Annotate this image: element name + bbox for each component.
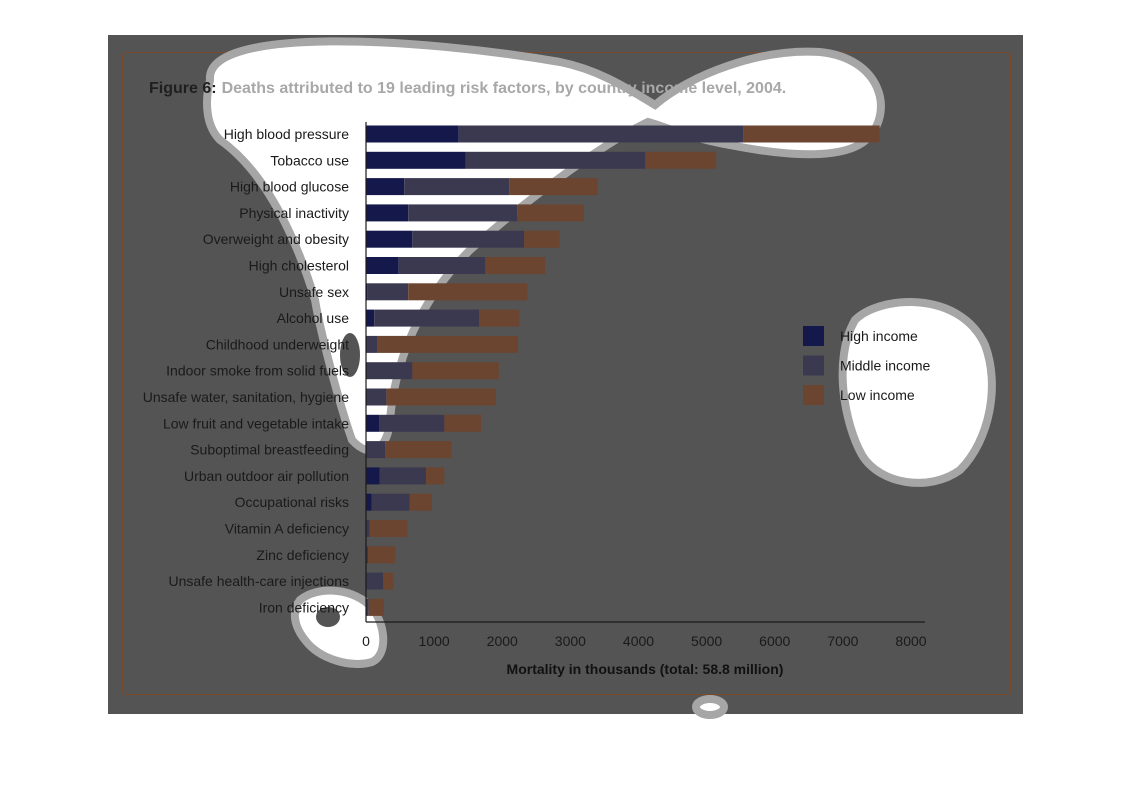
bar-high-income bbox=[366, 125, 459, 143]
bar-low-income bbox=[479, 309, 520, 327]
chart-title: Figure 6: Deaths attributed to 19 leading… bbox=[149, 80, 786, 97]
bar-middle-income bbox=[465, 151, 646, 169]
bar-middle-income bbox=[398, 257, 486, 274]
category-label: Unsafe health-care injections bbox=[168, 573, 349, 589]
bar-high-income bbox=[366, 230, 413, 248]
bars bbox=[366, 125, 880, 616]
inner-hole-2 bbox=[316, 607, 340, 627]
x-tick-label: 1000 bbox=[419, 633, 450, 649]
bar-low-income bbox=[524, 230, 560, 248]
bar-high-income bbox=[366, 178, 405, 196]
x-tick-label: 6000 bbox=[759, 633, 790, 649]
bar-low-income bbox=[368, 546, 396, 564]
bar-high-income bbox=[366, 204, 409, 222]
category-label: High cholesterol bbox=[249, 258, 349, 274]
category-labels: High blood pressure Tobacco use High blood… bbox=[143, 126, 349, 615]
x-tick-label: 4000 bbox=[623, 633, 654, 649]
bar-middle-income bbox=[379, 414, 445, 432]
bar-middle-income bbox=[366, 388, 387, 406]
inner-hole-1 bbox=[340, 333, 360, 377]
category-label: Suboptimal breastfeeding bbox=[190, 442, 349, 458]
bar-low-income bbox=[383, 572, 394, 590]
axis-origin-blob bbox=[290, 586, 388, 668]
bar-low-income bbox=[645, 151, 717, 169]
bar-middle-income bbox=[366, 546, 369, 564]
x-tick-labels: 0 1000 2000 3000 4000 5000 6000 7000 8000 bbox=[362, 633, 927, 649]
bar-low-income bbox=[412, 362, 499, 380]
bar-middle-income bbox=[458, 125, 744, 143]
x-tick-label: 7000 bbox=[827, 633, 858, 649]
legend-highlight-blob bbox=[838, 298, 996, 487]
bar-middle-income bbox=[412, 230, 525, 248]
category-label: Zinc deficiency bbox=[256, 547, 349, 563]
bar-high-income bbox=[366, 257, 399, 274]
category-label: Alcohol use bbox=[277, 310, 350, 326]
bar-high-income bbox=[366, 309, 375, 327]
category-label: Overweight and obesity bbox=[203, 231, 349, 247]
bar-high-income bbox=[366, 283, 368, 301]
bar-middle-income bbox=[408, 204, 518, 222]
bar-middle-income bbox=[366, 362, 413, 380]
legend-label: Middle income bbox=[840, 358, 930, 374]
bar-low-income bbox=[517, 204, 584, 222]
bar-low-income bbox=[377, 335, 518, 353]
legend-swatch bbox=[803, 355, 824, 376]
legend: High income Middle income Low income bbox=[803, 326, 930, 405]
bar-low-income bbox=[425, 467, 445, 485]
bar-middle-income bbox=[374, 309, 480, 327]
category-label: High blood pressure bbox=[224, 126, 350, 142]
category-label: Low fruit and vegetable intake bbox=[163, 415, 349, 431]
bar-middle-income bbox=[379, 467, 426, 485]
legend-label: Low income bbox=[840, 387, 915, 403]
category-label: Occupational risks bbox=[235, 494, 349, 510]
category-label: Vitamin A deficiency bbox=[225, 521, 349, 537]
category-label: Physical inactivity bbox=[239, 205, 349, 221]
bar-middle-income bbox=[404, 178, 510, 196]
x-tick-label: 0 bbox=[362, 633, 370, 649]
bar-middle-income bbox=[366, 335, 378, 353]
bar-low-income bbox=[386, 388, 497, 406]
category-label: Indoor smoke from solid fuels bbox=[166, 363, 349, 379]
bar-middle-income bbox=[366, 598, 369, 616]
bar-high-income bbox=[366, 493, 372, 511]
bar-middle-income bbox=[371, 493, 410, 511]
category-label: Childhood underweight bbox=[206, 336, 349, 352]
bar-low-income bbox=[485, 257, 546, 274]
bar-middle-income bbox=[366, 572, 384, 590]
small-bottom-blob bbox=[692, 695, 728, 719]
bar-middle-income bbox=[367, 283, 409, 301]
legend-swatch bbox=[803, 326, 824, 346]
x-axis-title: Mortality in thousands (total: 58.8 mill… bbox=[507, 661, 784, 677]
bar-low-income bbox=[369, 520, 408, 537]
legend-label: High income bbox=[840, 328, 918, 344]
category-label: Urban outdoor air pollution bbox=[184, 468, 349, 484]
bar-low-income bbox=[743, 125, 880, 143]
category-label: Tobacco use bbox=[270, 152, 349, 168]
title-text: Deaths attributed to 19 leading risk fac… bbox=[222, 80, 787, 97]
bar-low-income bbox=[368, 598, 384, 616]
bar-middle-income bbox=[366, 441, 386, 459]
figure-frame bbox=[122, 52, 1011, 695]
x-tick-label: 2000 bbox=[487, 633, 518, 649]
x-tick-label: 3000 bbox=[555, 633, 586, 649]
category-label: Unsafe sex bbox=[279, 284, 349, 300]
bar-low-income bbox=[408, 283, 528, 301]
bar-high-income bbox=[366, 467, 380, 485]
category-label: Iron deficiency bbox=[259, 599, 349, 615]
category-label: Unsafe water, sanitation, hygiene bbox=[143, 389, 349, 405]
bar-high-income bbox=[366, 151, 466, 169]
bar-low-income bbox=[409, 493, 433, 511]
category-label: High blood glucose bbox=[230, 179, 349, 195]
title-prefix: Figure 6: bbox=[149, 80, 217, 97]
bar-low-income bbox=[385, 441, 452, 459]
bar-low-income bbox=[444, 414, 482, 432]
bar-low-income bbox=[509, 178, 598, 196]
x-tick-label: 8000 bbox=[895, 633, 926, 649]
x-tick-label: 5000 bbox=[691, 633, 722, 649]
bar-high-income bbox=[366, 414, 380, 432]
bar-middle-income bbox=[366, 520, 370, 537]
legend-swatch bbox=[803, 385, 824, 405]
